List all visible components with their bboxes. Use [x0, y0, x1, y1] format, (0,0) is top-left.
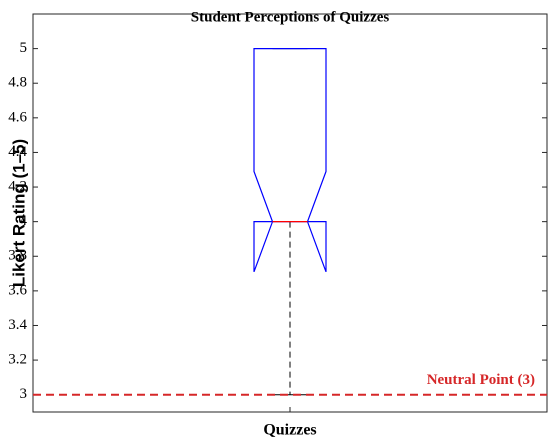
- y-tick-label: 3.2: [8, 352, 27, 368]
- y-tick-label: 3.4: [8, 317, 27, 333]
- y-tick-label: 5: [20, 40, 28, 56]
- y-tick-label: 4: [20, 213, 28, 229]
- y-axis-label: Likert Rating (1–5): [9, 139, 28, 287]
- chart-title: Student Perceptions of Quizzes: [191, 9, 390, 25]
- y-tick-label: 3: [20, 386, 28, 402]
- x-tick-label: Quizzes: [263, 422, 316, 439]
- y-tick-label: 3.6: [8, 282, 27, 298]
- y-tick-label: 4.8: [8, 75, 27, 91]
- y-tick-label: 4.4: [8, 144, 27, 160]
- box: [253, 48, 327, 273]
- y-tick-label: 3.8: [8, 248, 27, 264]
- y-tick-label: 4.2: [8, 178, 27, 194]
- reference-label: Neutral Point (3): [427, 372, 535, 388]
- y-tick-label: 4.6: [8, 109, 27, 125]
